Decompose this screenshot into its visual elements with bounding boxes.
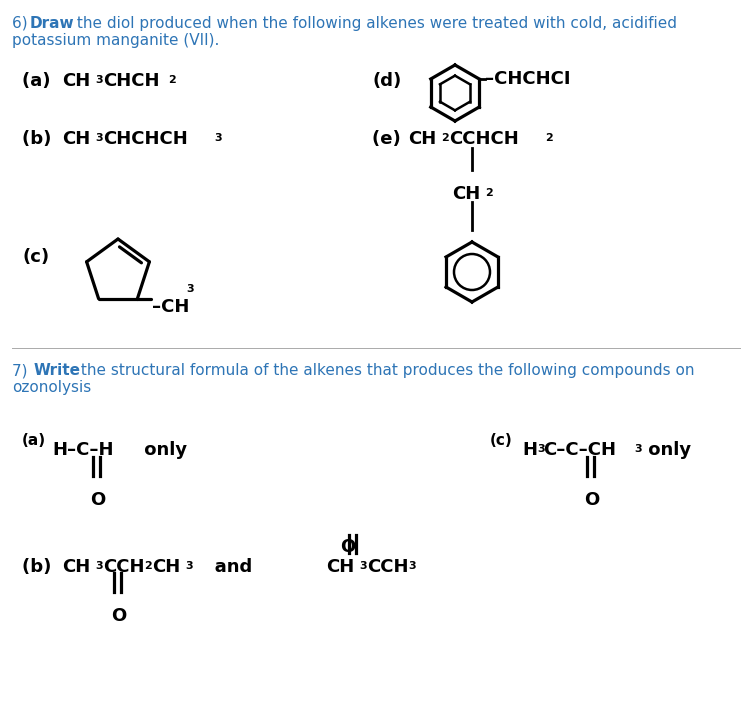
Text: (b): (b) (22, 130, 58, 148)
Text: CH: CH (62, 72, 90, 90)
Text: CCH: CCH (367, 558, 408, 576)
Text: O: O (111, 607, 126, 625)
Text: H–C–H: H–C–H (52, 441, 114, 459)
Text: 3: 3 (214, 133, 222, 143)
Text: CH: CH (326, 558, 354, 576)
Text: C–C–CH: C–C–CH (543, 441, 616, 459)
Text: –CHCHCI: –CHCHCI (485, 70, 571, 88)
Text: CCH: CCH (103, 558, 144, 576)
Text: 3: 3 (537, 444, 544, 454)
Text: 2: 2 (168, 75, 176, 85)
Text: (c): (c) (22, 248, 49, 266)
Text: 3: 3 (408, 561, 416, 571)
Text: CH: CH (152, 558, 180, 576)
Text: (a): (a) (22, 433, 46, 448)
Text: 2: 2 (144, 561, 152, 571)
Text: O: O (90, 491, 105, 509)
Text: 3: 3 (95, 133, 102, 143)
Text: 2: 2 (441, 133, 449, 143)
Text: O: O (340, 538, 355, 556)
Text: 3: 3 (359, 561, 367, 571)
Text: (e): (e) (372, 130, 407, 148)
Text: H: H (522, 441, 537, 459)
Text: CCHCH: CCHCH (449, 130, 519, 148)
Text: –CH: –CH (153, 297, 190, 316)
Text: the diol produced when the following alkenes were treated with cold, acidified: the diol produced when the following alk… (72, 16, 677, 31)
Text: 3: 3 (95, 75, 102, 85)
Text: Write: Write (34, 363, 81, 378)
Text: (a): (a) (22, 72, 56, 90)
Text: 3: 3 (95, 561, 102, 571)
Text: the structural formula of the alkenes that produces the following compounds on: the structural formula of the alkenes th… (76, 363, 695, 378)
Text: (d): (d) (372, 72, 402, 90)
Text: Draw: Draw (30, 16, 74, 31)
Text: (b): (b) (22, 558, 58, 576)
Text: O: O (584, 491, 599, 509)
Text: 2: 2 (485, 188, 493, 198)
Text: CH: CH (62, 130, 90, 148)
Text: and: and (196, 558, 252, 576)
Text: 3: 3 (634, 444, 641, 454)
Text: CH: CH (452, 185, 481, 203)
Text: CHCH: CHCH (103, 72, 159, 90)
Text: 3: 3 (185, 561, 193, 571)
Text: CH: CH (62, 558, 90, 576)
Text: 2: 2 (545, 133, 553, 143)
Text: CHCHCH: CHCHCH (103, 130, 188, 148)
Text: CH: CH (408, 130, 436, 148)
Text: 3: 3 (186, 284, 194, 294)
Text: ozonolysis: ozonolysis (12, 380, 91, 395)
Text: 7): 7) (12, 363, 38, 378)
Text: only: only (642, 441, 691, 459)
Text: 6): 6) (12, 16, 32, 31)
Text: (c): (c) (490, 433, 513, 448)
Text: only: only (138, 441, 187, 459)
Text: potassium manganite (VII).: potassium manganite (VII). (12, 33, 220, 48)
